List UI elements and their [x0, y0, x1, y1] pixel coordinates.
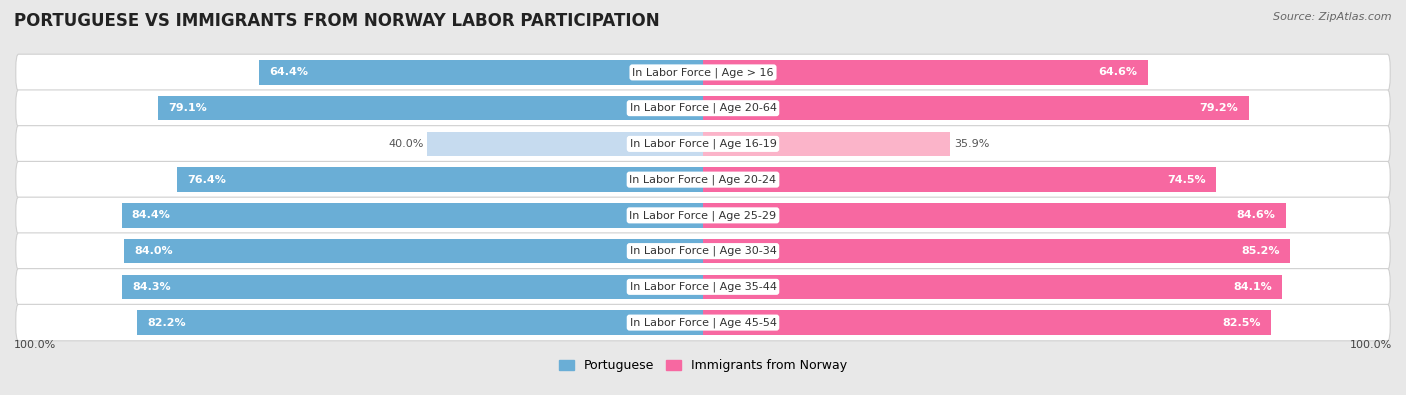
Text: 76.4%: 76.4% — [187, 175, 226, 184]
Bar — [124, 239, 703, 263]
Bar — [703, 203, 1286, 228]
Text: 74.5%: 74.5% — [1167, 175, 1206, 184]
Bar — [122, 275, 703, 299]
FancyBboxPatch shape — [15, 126, 1391, 162]
Bar — [703, 167, 1216, 192]
Bar — [427, 132, 703, 156]
Bar — [157, 96, 703, 120]
Text: 84.3%: 84.3% — [132, 282, 172, 292]
Bar — [121, 203, 703, 228]
FancyBboxPatch shape — [15, 233, 1391, 269]
Text: 84.6%: 84.6% — [1237, 211, 1275, 220]
FancyBboxPatch shape — [15, 54, 1391, 90]
Text: 40.0%: 40.0% — [388, 139, 425, 149]
Text: In Labor Force | Age 16-19: In Labor Force | Age 16-19 — [630, 139, 776, 149]
Text: 100.0%: 100.0% — [1350, 340, 1392, 350]
Text: 79.2%: 79.2% — [1199, 103, 1239, 113]
Bar — [703, 132, 950, 156]
Bar — [703, 310, 1271, 335]
Text: 84.1%: 84.1% — [1233, 282, 1272, 292]
Text: 79.1%: 79.1% — [169, 103, 207, 113]
Bar — [177, 167, 703, 192]
Bar — [703, 60, 1149, 85]
Bar — [259, 60, 703, 85]
Text: In Labor Force | Age 20-24: In Labor Force | Age 20-24 — [630, 174, 776, 185]
Text: In Labor Force | Age > 16: In Labor Force | Age > 16 — [633, 67, 773, 78]
Text: 100.0%: 100.0% — [14, 340, 56, 350]
Legend: Portuguese, Immigrants from Norway: Portuguese, Immigrants from Norway — [554, 354, 852, 377]
FancyBboxPatch shape — [15, 162, 1391, 198]
Bar — [136, 310, 703, 335]
FancyBboxPatch shape — [15, 305, 1391, 341]
FancyBboxPatch shape — [15, 269, 1391, 305]
FancyBboxPatch shape — [15, 197, 1391, 233]
Text: 82.5%: 82.5% — [1223, 318, 1261, 327]
Bar — [703, 239, 1289, 263]
Text: 64.6%: 64.6% — [1098, 68, 1137, 77]
Text: 84.4%: 84.4% — [132, 211, 170, 220]
Text: In Labor Force | Age 25-29: In Labor Force | Age 25-29 — [630, 210, 776, 221]
Text: 84.0%: 84.0% — [135, 246, 173, 256]
Text: 64.4%: 64.4% — [270, 68, 309, 77]
Text: In Labor Force | Age 35-44: In Labor Force | Age 35-44 — [630, 282, 776, 292]
Bar — [703, 96, 1249, 120]
Text: In Labor Force | Age 30-34: In Labor Force | Age 30-34 — [630, 246, 776, 256]
Text: PORTUGUESE VS IMMIGRANTS FROM NORWAY LABOR PARTICIPATION: PORTUGUESE VS IMMIGRANTS FROM NORWAY LAB… — [14, 12, 659, 30]
Text: Source: ZipAtlas.com: Source: ZipAtlas.com — [1274, 12, 1392, 22]
Text: 85.2%: 85.2% — [1241, 246, 1279, 256]
Text: In Labor Force | Age 20-64: In Labor Force | Age 20-64 — [630, 103, 776, 113]
FancyBboxPatch shape — [15, 90, 1391, 126]
Bar — [703, 275, 1282, 299]
Text: In Labor Force | Age 45-54: In Labor Force | Age 45-54 — [630, 317, 776, 328]
Text: 82.2%: 82.2% — [148, 318, 186, 327]
Text: 35.9%: 35.9% — [953, 139, 990, 149]
